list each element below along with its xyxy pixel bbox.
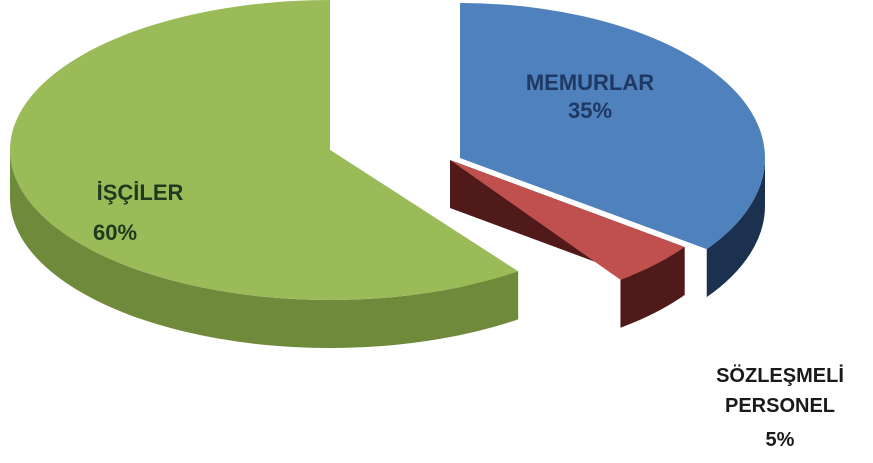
pie-slice-top (460, 3, 765, 250)
pie-slice-side (706, 158, 765, 298)
pie-slice-0 (460, 3, 765, 298)
slice-label: SÖZLEŞMELİ (716, 364, 844, 387)
slice-label: MEMURLAR (526, 70, 654, 95)
pie-slice-top (9, 0, 519, 300)
pie-slice-side (10, 150, 519, 348)
slice-percent-label: 35% (568, 98, 612, 123)
pie-slice-2 (9, 0, 519, 348)
slice-percent-label: 60% (93, 220, 137, 245)
slice-label: PERSONEL (725, 395, 835, 417)
pie-slice-1 (450, 160, 685, 328)
slice-percent-label: 5% (766, 429, 795, 451)
slice-label: İŞÇİLER (97, 180, 184, 205)
pie-slice-top (450, 160, 685, 280)
